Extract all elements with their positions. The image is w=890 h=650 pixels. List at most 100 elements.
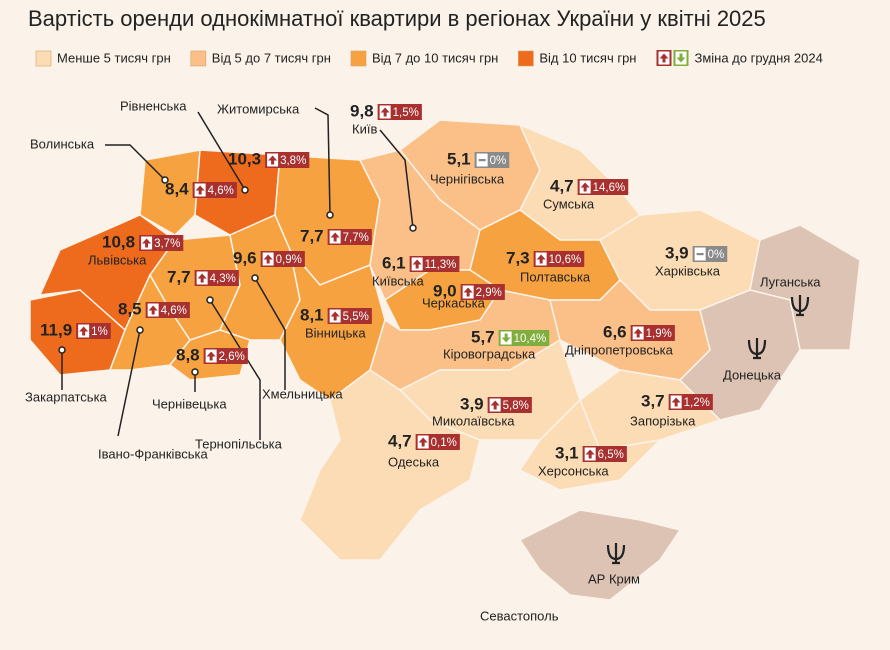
change-value: 2,9%	[476, 287, 502, 299]
change-value: 2,6%	[219, 351, 245, 363]
change-value: 0,9%	[276, 254, 302, 266]
region-value: 5,7	[471, 327, 495, 346]
change-value: 14,6%	[593, 182, 626, 194]
arrow-icon	[206, 351, 216, 361]
change-value: 1%	[91, 326, 108, 338]
arrow-icon	[268, 155, 278, 165]
arrow-icon	[536, 254, 546, 264]
region-name: Хмельницька	[262, 386, 343, 401]
region-value: 5,1	[447, 149, 471, 168]
leader-dot	[58, 346, 66, 354]
arrow-icon	[197, 273, 207, 283]
region-name: Миколаївська	[432, 413, 515, 428]
legend-label: Від 10 тисяч грн	[539, 50, 636, 65]
occupied-name: Луганська	[760, 274, 821, 289]
region-name: Чернівецька	[152, 396, 227, 411]
region-label: 8,1 5,5%	[300, 305, 372, 324]
change-value: 0,1%	[431, 437, 457, 449]
region-name: Київська	[372, 273, 424, 288]
region-value: 3,9	[665, 243, 689, 262]
region-name: Київ	[352, 121, 377, 136]
region-label: 11,9 1%	[40, 320, 111, 339]
legend-swatch	[350, 50, 367, 67]
region-value: 6,1	[382, 253, 406, 272]
region-label: 6,1 11,3%	[382, 253, 460, 272]
arrow-icon	[418, 437, 428, 447]
region-name: Черкаська	[422, 295, 486, 310]
legend-label: Від 7 до 10 тисяч грн	[372, 50, 498, 65]
region-name: Сумська	[543, 196, 595, 211]
region-label: 4,7 0,1%	[388, 431, 460, 450]
region-label: 9,6 0,9%	[233, 248, 305, 267]
change-value: 3,7%	[154, 238, 180, 250]
region-name: Одеська	[388, 454, 440, 469]
change-value: 0%	[708, 249, 725, 261]
region-label: 7,3 10,6%	[506, 248, 585, 267]
arrow-icon	[490, 400, 500, 410]
change-value: 10,6%	[549, 254, 582, 266]
leader-line	[197, 111, 246, 191]
region-value: 9,6	[233, 248, 257, 267]
change-value: 1,2%	[684, 397, 710, 409]
leader-dot	[191, 368, 199, 376]
arrow-icon	[501, 333, 511, 343]
legend-icons	[656, 50, 689, 66]
legend-swatch	[35, 50, 52, 67]
region-value: 7,7	[300, 226, 324, 245]
region-label: 5,7 10,4%	[471, 327, 550, 346]
leader-line	[379, 129, 414, 229]
leader-dot	[251, 274, 259, 282]
region-name: Полтавська	[520, 269, 591, 284]
region-label: 3,1 6,5%	[555, 443, 627, 462]
arrow-icon	[380, 107, 390, 117]
change-value: 6,5%	[598, 449, 624, 461]
region-label: 5,1 0%	[447, 149, 510, 168]
region-name: Херсонська	[538, 463, 609, 478]
change-value: 1,5%	[393, 107, 419, 119]
change-value: 10,4%	[514, 333, 547, 345]
trident-icon	[747, 338, 767, 360]
arrow-icon	[142, 238, 152, 248]
title: Вартість оренди однокімнатної квартири в…	[28, 6, 766, 31]
region-label: 8,4 4,6%	[165, 179, 237, 198]
leader-dot	[161, 176, 169, 184]
region-label: 8,8 2,6%	[176, 345, 248, 364]
change-value: 3,8%	[280, 155, 306, 167]
leader-line	[314, 107, 331, 216]
arrow-icon	[330, 232, 340, 242]
region-label: 9,8 1,5%	[350, 101, 422, 120]
leader-dot	[206, 296, 214, 304]
leader-dot	[326, 211, 334, 219]
arrow-icon	[263, 254, 273, 264]
leader-dot	[409, 224, 417, 232]
legend-swatch	[518, 50, 534, 67]
region-value: 3,9	[460, 394, 484, 413]
legend-label: Зміна до грудня 2024	[694, 50, 822, 65]
arrow-icon	[195, 185, 205, 195]
region-value: 4,7	[550, 176, 574, 195]
arrow-icon	[463, 287, 473, 297]
occupied-region-shape	[678, 289, 801, 421]
leader-dot	[241, 186, 249, 194]
legend-label: Від 5 до 7 тисяч грн	[212, 50, 331, 65]
region-value: 7,3	[506, 248, 530, 267]
region-label: 9,0 2,9%	[433, 281, 505, 300]
change-value: 1,9%	[646, 328, 672, 340]
region-label: 3,7 1,2%	[641, 391, 713, 410]
region-name: Івано-Франківська	[98, 446, 208, 461]
region-name: Рівненська	[120, 98, 187, 113]
region-value: 10,8	[102, 232, 135, 251]
legend-swatch	[190, 50, 207, 67]
region-value: 7,7	[167, 267, 191, 286]
region-value: 8,1	[300, 305, 324, 324]
occupied-name: Севастополь	[480, 608, 559, 623]
change-value: 4,6%	[208, 185, 234, 197]
arrow-icon	[659, 53, 669, 63]
flat-icon	[478, 159, 486, 162]
region-label: 3,9 0%	[665, 243, 728, 262]
change-value: 0%	[490, 155, 507, 167]
leader-dot	[136, 326, 144, 334]
region-label: 7,7 7,7%	[300, 226, 372, 245]
leader-line	[209, 299, 261, 440]
trident-icon	[790, 295, 810, 317]
